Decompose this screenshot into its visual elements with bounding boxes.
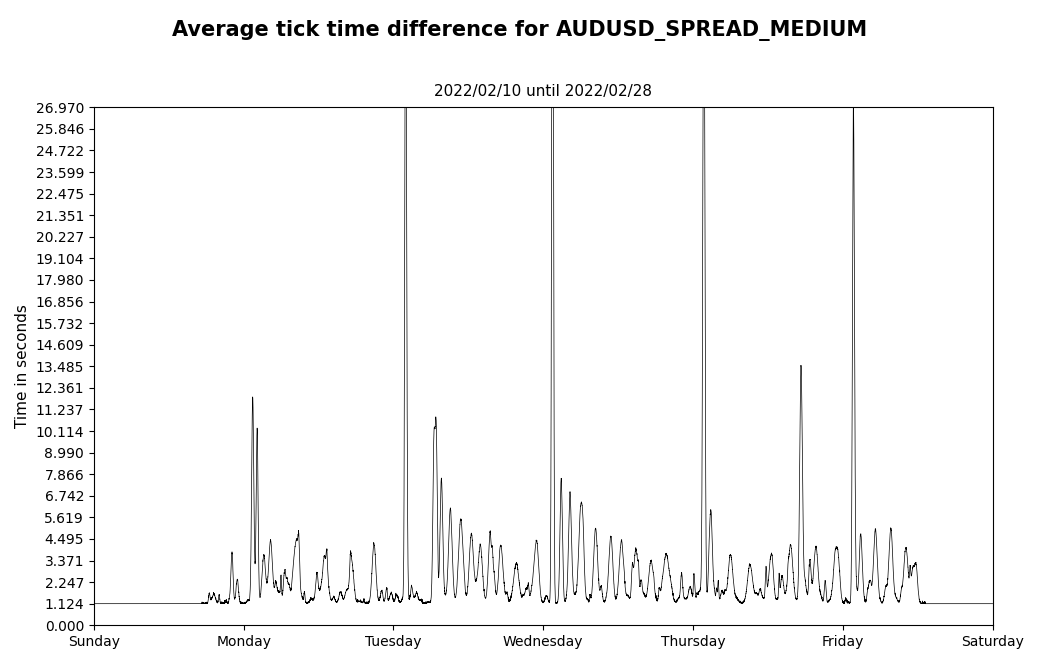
Title: 2022/02/10 until 2022/02/28: 2022/02/10 until 2022/02/28 (434, 84, 652, 99)
Y-axis label: Time in seconds: Time in seconds (15, 304, 30, 428)
Text: Average tick time difference for AUDUSD_SPREAD_MEDIUM: Average tick time difference for AUDUSD_… (171, 20, 868, 41)
